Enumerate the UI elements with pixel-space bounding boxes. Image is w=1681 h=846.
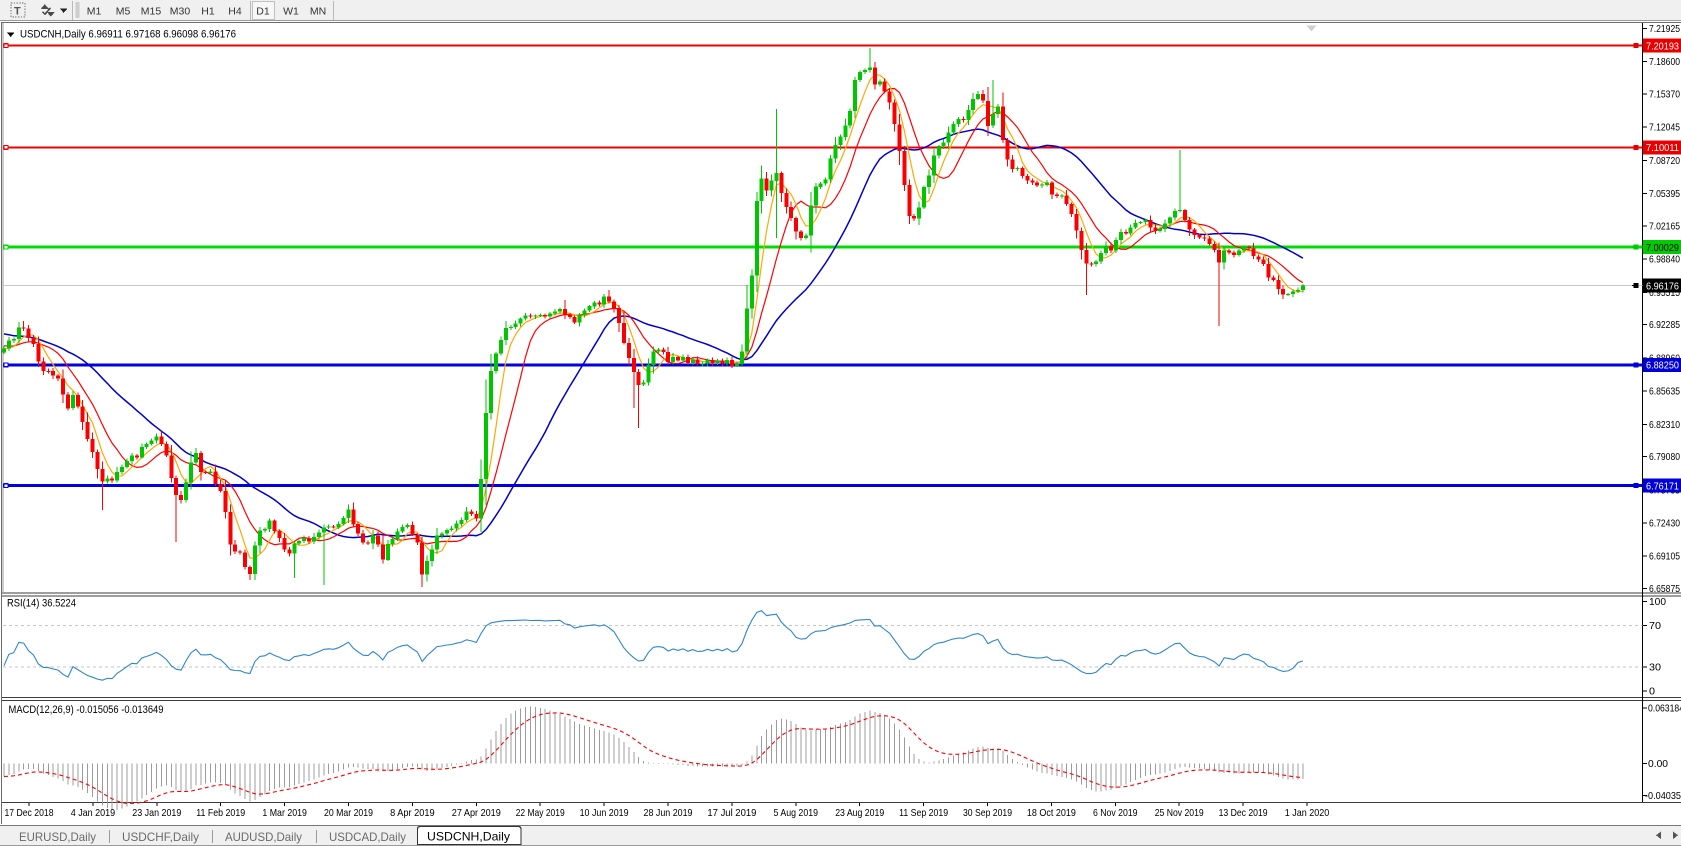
svg-text:23 Jan 2019: 23 Jan 2019 [132,807,181,819]
svg-text:13 Dec 2019: 13 Dec 2019 [1219,807,1268,819]
svg-text:100: 100 [1649,596,1666,608]
svg-text:22 May 2019: 22 May 2019 [516,807,565,819]
svg-text:M5: M5 [116,6,131,18]
svg-text:7.20193: 7.20193 [1646,40,1679,52]
svg-text:70: 70 [1649,620,1661,632]
svg-text:23 Aug 2019: 23 Aug 2019 [835,807,884,819]
svg-text:0.063184: 0.063184 [1648,702,1681,714]
svg-text:H4: H4 [228,6,242,18]
svg-text:7.21925: 7.21925 [1649,23,1680,35]
svg-text:USDCNH,Daily 6.96911 6.97168: USDCNH,Daily 6.96911 6.97168 6.96098 6.9… [20,29,236,41]
svg-text:W1: W1 [283,6,299,18]
svg-text:7.02165: 7.02165 [1649,220,1680,232]
svg-text:USDCHF,Daily: USDCHF,Daily [122,830,199,844]
svg-text:6 Nov 2019: 6 Nov 2019 [1093,807,1138,819]
svg-text:6.82310: 6.82310 [1649,419,1680,431]
svg-text:7.00029: 7.00029 [1646,242,1679,254]
svg-text:AUDUSD,Daily: AUDUSD,Daily [225,830,302,844]
svg-text:10 Jun 2019: 10 Jun 2019 [580,807,629,819]
svg-text:30 Sep 2019: 30 Sep 2019 [963,807,1012,819]
svg-text:1 Mar 2019: 1 Mar 2019 [262,807,307,819]
svg-text:7.10011: 7.10011 [1646,142,1679,154]
svg-text:17 Dec 2018: 17 Dec 2018 [5,807,54,819]
svg-text:6.98840: 6.98840 [1649,254,1680,266]
svg-text:6.76171: 6.76171 [1646,480,1679,492]
svg-text:1 Jan 2020: 1 Jan 2020 [1285,807,1330,819]
svg-text:7.08720: 7.08720 [1649,155,1680,167]
svg-text:4 Jan 2019: 4 Jan 2019 [71,807,116,819]
svg-text:5 Aug 2019: 5 Aug 2019 [774,807,819,819]
svg-text:RSI(14) 36.5224: RSI(14) 36.5224 [7,598,76,610]
svg-text:20 Mar 2019: 20 Mar 2019 [324,807,373,819]
svg-text:11 Feb 2019: 11 Feb 2019 [196,807,245,819]
svg-text:M1: M1 [87,6,102,18]
svg-text:6.79080: 6.79080 [1649,451,1680,463]
svg-text:8 Apr 2019: 8 Apr 2019 [390,807,435,819]
svg-text:18 Oct 2019: 18 Oct 2019 [1027,807,1076,819]
svg-text:0.00: 0.00 [1648,758,1668,770]
svg-text:7.18600: 7.18600 [1649,56,1680,68]
svg-text:EURUSD,Daily: EURUSD,Daily [19,830,96,844]
svg-text:25 Nov 2019: 25 Nov 2019 [1155,807,1204,819]
svg-text:USDCAD,Daily: USDCAD,Daily [329,830,406,844]
svg-text:M30: M30 [170,6,191,18]
svg-text:27 Apr 2019: 27 Apr 2019 [452,807,501,819]
svg-text:-0.04035: -0.04035 [1645,790,1681,802]
svg-text:T: T [14,6,21,18]
svg-text:6.96176: 6.96176 [1646,281,1679,293]
svg-text:17 Jul 2019: 17 Jul 2019 [707,807,756,819]
svg-text:6.88250: 6.88250 [1646,360,1679,372]
svg-text:6.72430: 6.72430 [1649,518,1680,530]
svg-text:7.12045: 7.12045 [1649,122,1680,134]
svg-text:MN: MN [310,6,326,18]
svg-text:6.85635: 6.85635 [1649,386,1680,398]
svg-text:7.15370: 7.15370 [1649,88,1680,100]
svg-text:M15: M15 [141,6,162,18]
svg-text:H1: H1 [201,6,215,18]
svg-text:6.69105: 6.69105 [1649,551,1680,563]
svg-text:6.65875: 6.65875 [1649,583,1680,595]
svg-text:D1: D1 [256,6,270,18]
svg-text:MACD(12,26,9) -0.015056 -0.013: MACD(12,26,9) -0.015056 -0.013649 [9,704,164,716]
svg-text:28 Jun 2019: 28 Jun 2019 [644,807,693,819]
svg-text:0: 0 [1649,685,1655,697]
svg-text:7.05395: 7.05395 [1649,188,1680,200]
svg-text:11 Sep 2019: 11 Sep 2019 [899,807,948,819]
svg-text:30: 30 [1649,662,1661,674]
svg-text:6.92285: 6.92285 [1649,319,1680,331]
svg-text:USDCNH,Daily: USDCNH,Daily [427,830,510,844]
